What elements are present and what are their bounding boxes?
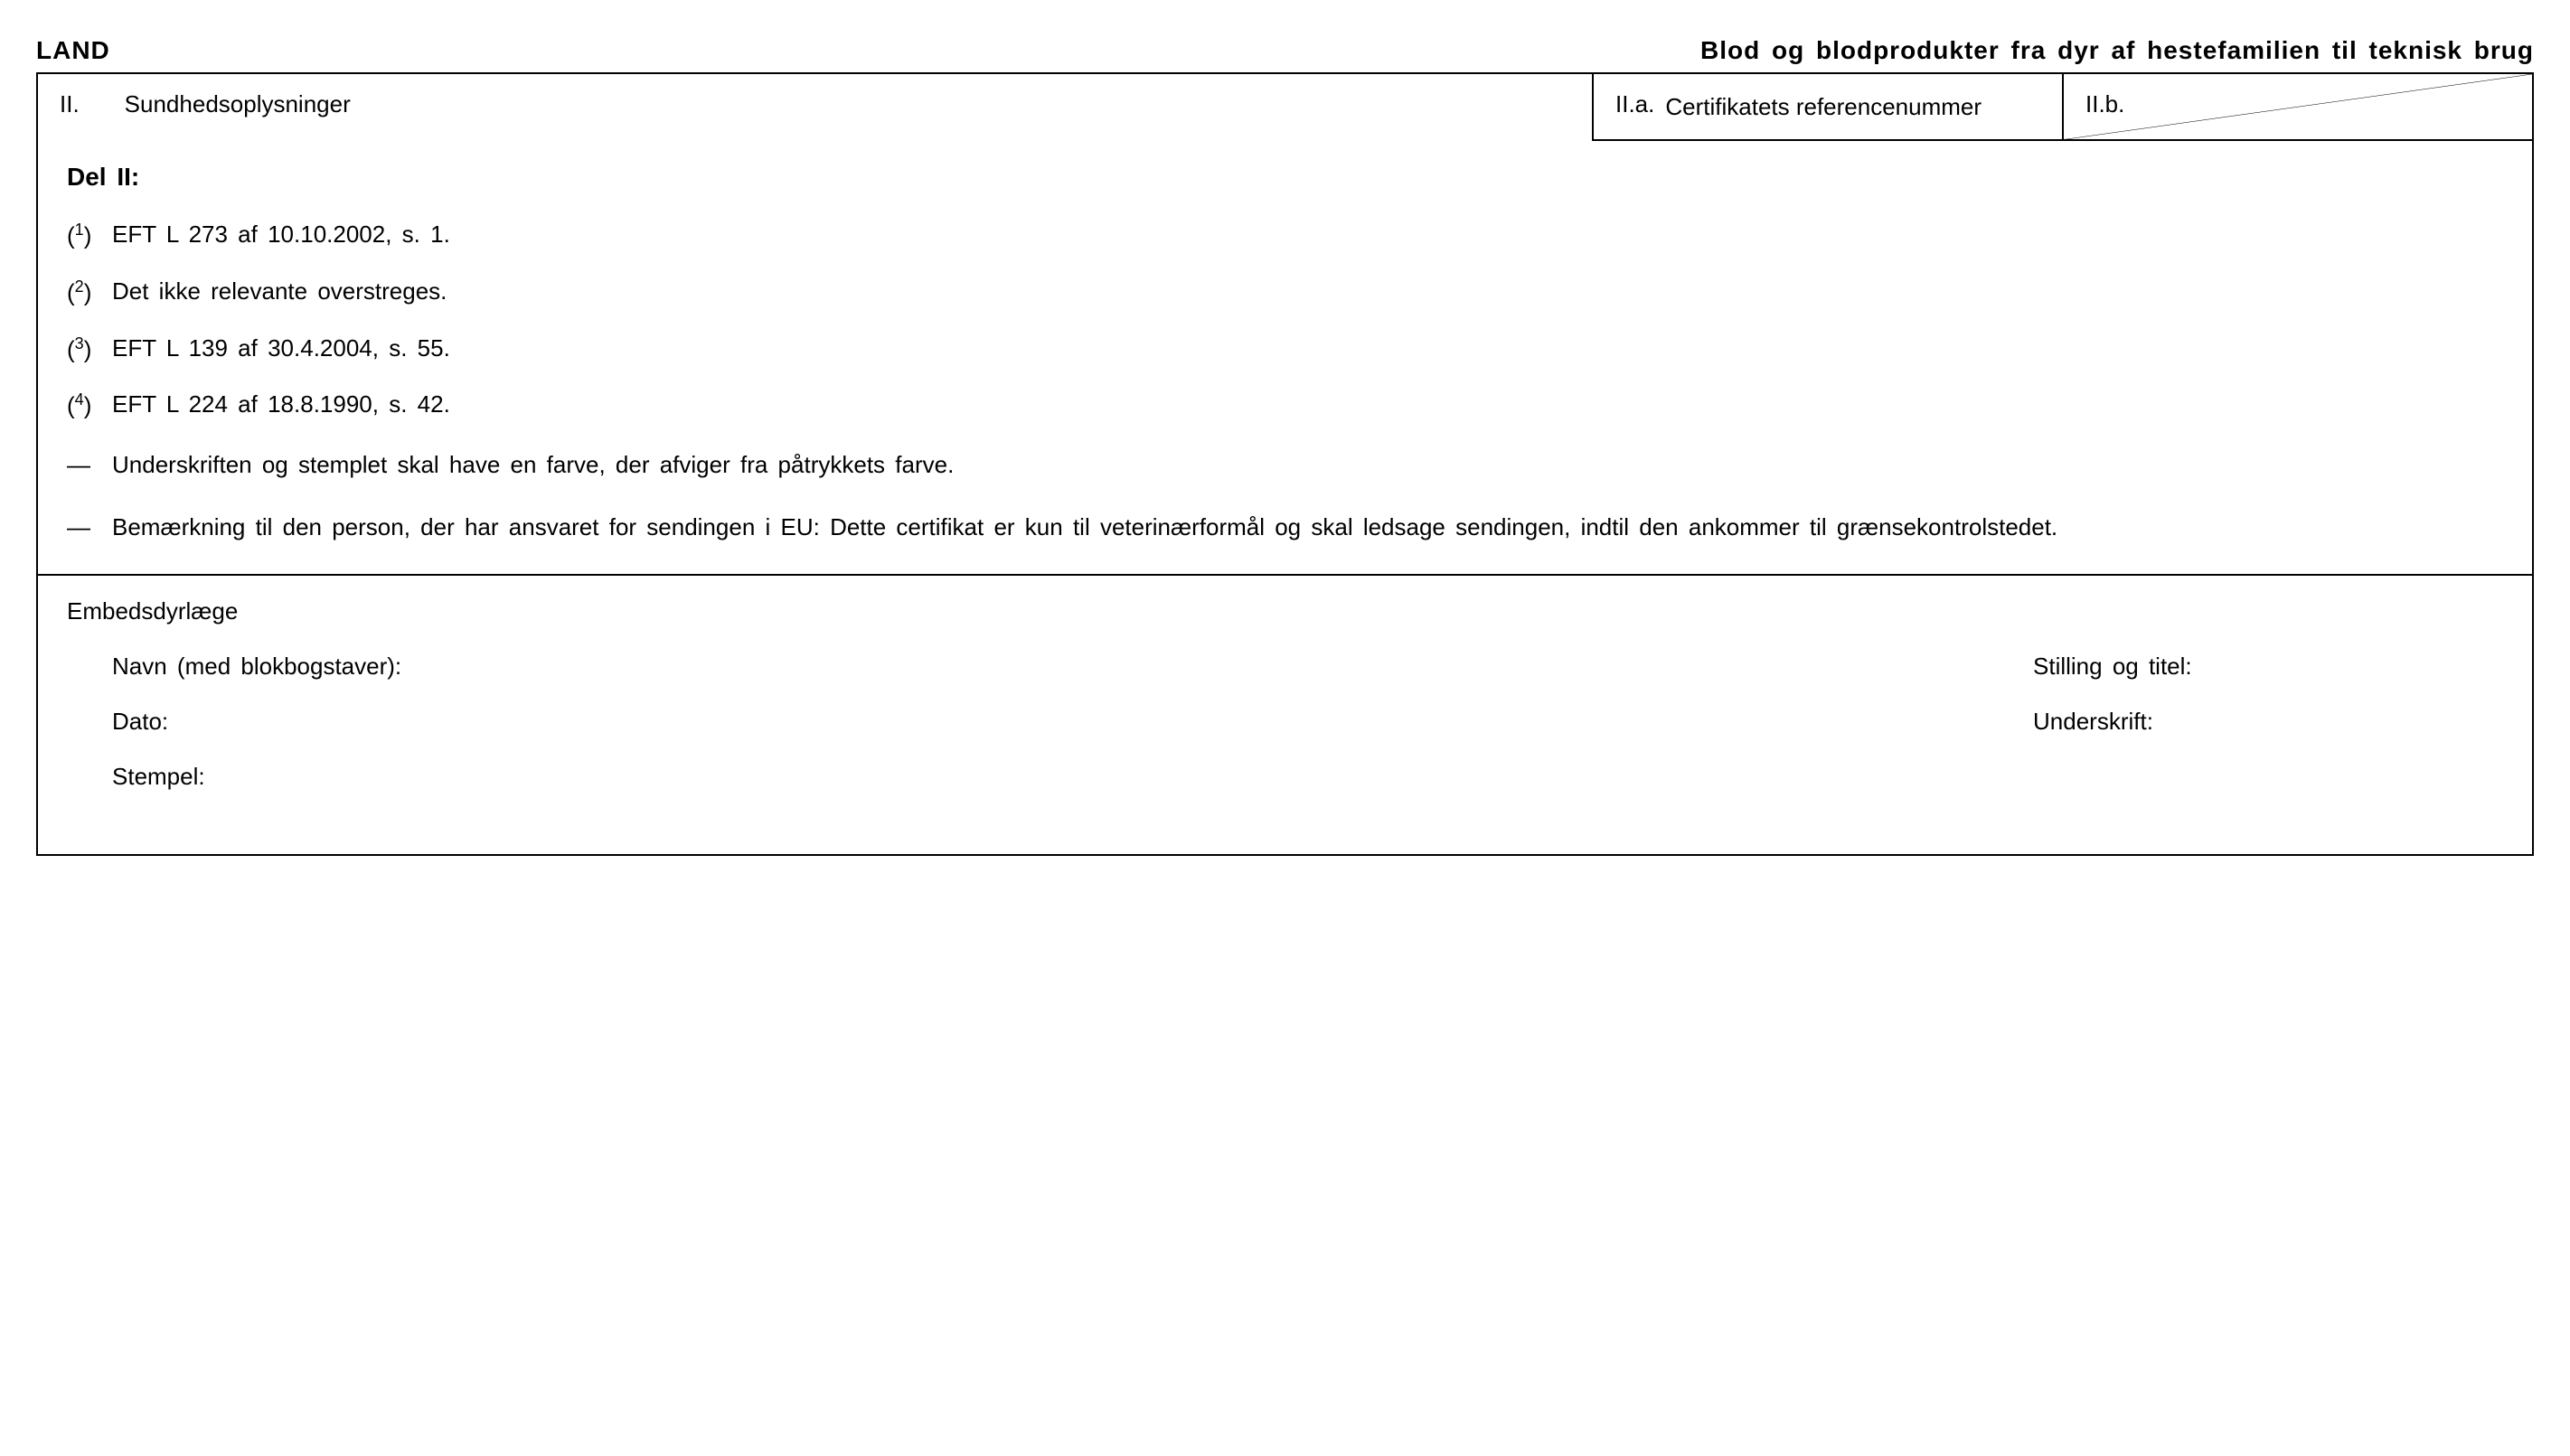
content-section: Del II: (1) EFT L 273 af 10.10.2002, s. … xyxy=(38,141,2532,576)
dash-row: — Bemærkning til den person, der har ans… xyxy=(67,510,2503,545)
footnote-text: EFT L 273 af 10.10.2002, s. 1. xyxy=(112,221,2503,249)
signature-date-label: Dato: xyxy=(112,708,2033,736)
dash-row: — Underskriften og stemplet skal have en… xyxy=(67,447,2503,483)
cell-ii: II. Sundhedsoplysninger xyxy=(38,74,1592,141)
signature-title: Embedsdyrlæge xyxy=(67,597,2503,625)
dash-text: Underskriften og stemplet skal have en f… xyxy=(112,447,2503,483)
diagonal-cross-icon xyxy=(2064,74,2532,139)
cell-ii-label: Sundhedsoplysninger xyxy=(125,90,351,118)
footnote-marker: (2) xyxy=(67,277,112,307)
signature-row: Navn (med blokbogstaver): Stilling og ti… xyxy=(112,653,2503,681)
signature-section: Embedsdyrlæge Navn (med blokbogstaver): … xyxy=(38,576,2532,854)
footnote-marker: (1) xyxy=(67,221,112,250)
signature-signature-label: Underskrift: xyxy=(2033,708,2503,736)
footnote-row: (4) EFT L 224 af 18.8.1990, s. 42. xyxy=(67,390,2503,420)
del-title: Del II: xyxy=(67,163,2503,192)
footnote-row: (1) EFT L 273 af 10.10.2002, s. 1. xyxy=(67,221,2503,250)
main-box: II. Sundhedsoplysninger II.a. Certifikat… xyxy=(36,72,2534,856)
signature-row: Dato: Underskrift: xyxy=(112,708,2503,736)
signature-stamp-label: Stempel: xyxy=(112,763,2033,791)
signature-row: Stempel: xyxy=(112,763,2503,791)
footnote-row: (3) EFT L 139 af 30.4.2004, s. 55. xyxy=(67,334,2503,364)
signature-empty xyxy=(2033,763,2503,791)
cell-iia-number: II.a. xyxy=(1615,90,1654,118)
cell-iia-label: Certifikatets referencenummer xyxy=(1665,90,1982,123)
top-cells-row: II. Sundhedsoplysninger II.a. Certifikat… xyxy=(38,74,2532,141)
cell-iib-number: II.b. xyxy=(2085,90,2124,117)
footnote-marker: (4) xyxy=(67,390,112,420)
footnote-row: (2) Det ikke relevante overstreges. xyxy=(67,277,2503,307)
certificate-form: LAND Blod og blodprodukter fra dyr af he… xyxy=(36,36,2534,856)
cell-iia: II.a. Certifikatets referencenummer xyxy=(1592,74,2062,141)
footnote-text: Det ikke relevante overstreges. xyxy=(112,277,2503,305)
header-left: LAND xyxy=(36,36,110,65)
signature-position-label: Stilling og titel: xyxy=(2033,653,2503,681)
footnote-text: EFT L 139 af 30.4.2004, s. 55. xyxy=(112,334,2503,362)
header-right: Blod og blodprodukter fra dyr af hestefa… xyxy=(1700,36,2534,65)
signature-grid: Navn (med blokbogstaver): Stilling og ti… xyxy=(67,653,2503,791)
footnote-marker: (3) xyxy=(67,334,112,364)
cell-iib: II.b. xyxy=(2062,74,2532,141)
dash-text: Bemærkning til den person, der har ansva… xyxy=(112,510,2503,545)
header-row: LAND Blod og blodprodukter fra dyr af he… xyxy=(36,36,2534,65)
footnote-text: EFT L 224 af 18.8.1990, s. 42. xyxy=(112,390,2503,418)
dash-marker: — xyxy=(67,447,112,483)
dash-marker: — xyxy=(67,510,112,545)
signature-name-label: Navn (med blokbogstaver): xyxy=(112,653,2033,681)
cell-ii-number: II. xyxy=(60,90,80,118)
